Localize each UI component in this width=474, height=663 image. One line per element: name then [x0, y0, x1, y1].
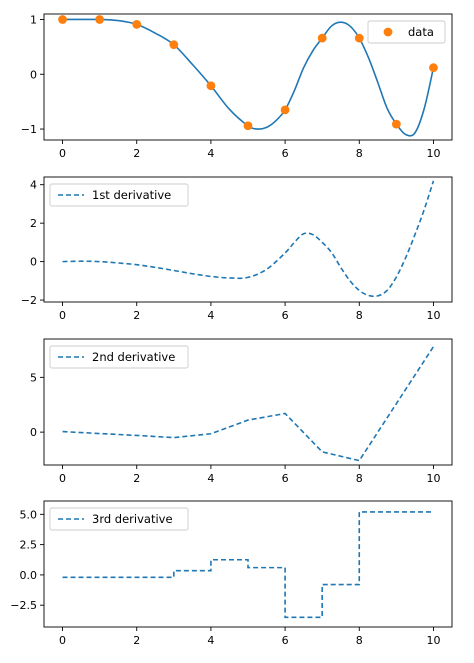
series-line	[62, 346, 435, 462]
legend-label: data	[408, 25, 434, 39]
subplot-3: 0 2 4 6 8 10 0 5 2nd derivative	[30, 338, 453, 485]
data-point	[132, 20, 142, 29]
x-tick-label: 10	[426, 634, 440, 647]
x-tick-label: 4	[207, 472, 214, 485]
x-tick-label: 2	[133, 472, 140, 485]
data-point	[169, 40, 179, 50]
plot-area	[58, 15, 438, 137]
x-tick-label: 8	[356, 472, 363, 485]
legend-label: 1st derivative	[92, 188, 171, 202]
data-point	[58, 15, 67, 24]
data-point	[95, 15, 105, 24]
legend-marker	[383, 27, 393, 37]
x-tick-label: 0	[59, 309, 66, 322]
subplot-1: 0 2 4 6 8 10 −1 0 1 data	[21, 13, 453, 160]
x-tick-label: 8	[356, 634, 363, 647]
legend: 1st derivative	[49, 183, 189, 207]
data-point	[243, 121, 253, 131]
x-tick-label: 8	[356, 309, 363, 322]
x-tick-label: 6	[282, 472, 289, 485]
x-tick-label: 2	[133, 147, 140, 160]
legend: 3rd derivative	[49, 507, 189, 531]
legend: data	[367, 20, 446, 44]
data-point	[354, 33, 364, 43]
data-point	[391, 119, 401, 129]
y-tick-label: −1	[21, 123, 37, 136]
legend-box	[367, 20, 446, 44]
y-tick-label: 5.0	[20, 508, 38, 521]
data-point	[317, 33, 327, 43]
y-tick-label: 1	[30, 13, 37, 26]
axes-frame	[43, 13, 453, 141]
series-line	[62, 180, 435, 298]
x-tick-label: 6	[282, 634, 289, 647]
data-point	[429, 63, 438, 73]
y-tick-label: 0.0	[20, 569, 38, 582]
x-tick-label: 10	[426, 309, 440, 322]
subplot-2: 0 2 4 6 8 10 −2 0 2 4 1st derivative	[21, 176, 453, 322]
axes-frame	[43, 500, 453, 628]
legend: 2nd derivative	[49, 345, 189, 369]
plot-area	[62, 511, 434, 619]
y-tick-label: 0	[30, 426, 37, 439]
x-tick-label: 6	[282, 147, 289, 160]
axes-frame	[43, 338, 453, 466]
x-tick-label: 4	[207, 634, 214, 647]
legend-box	[49, 183, 189, 207]
x-tick-label: 2	[133, 309, 140, 322]
plot-area	[62, 180, 435, 298]
plot-area	[62, 346, 435, 462]
data-point	[280, 105, 290, 115]
x-tick-label: 4	[207, 309, 214, 322]
y-tick-label: 4	[30, 179, 37, 192]
x-tick-label: 10	[426, 147, 440, 160]
x-tick-label: 2	[133, 634, 140, 647]
spline-curve	[62, 18, 435, 137]
x-tick-label: 10	[426, 472, 440, 485]
x-tick-label: 4	[207, 147, 214, 160]
legend-box	[49, 345, 189, 369]
y-tick-label: −2.5	[10, 599, 37, 612]
x-tick-label: 8	[356, 147, 363, 160]
y-tick-label: 2	[30, 217, 37, 230]
legend-box	[49, 507, 189, 531]
x-tick-label: 6	[282, 309, 289, 322]
y-tick-label: 2.5	[20, 539, 38, 552]
legend-label: 2nd derivative	[92, 350, 175, 364]
y-tick-label: 5	[30, 371, 37, 384]
x-tick-label: 0	[59, 147, 66, 160]
x-tick-label: 0	[59, 634, 66, 647]
y-tick-label: 0	[30, 68, 37, 81]
x-tick-label: 0	[59, 472, 66, 485]
data-point	[206, 81, 216, 91]
y-tick-label: −2	[21, 294, 37, 307]
y-tick-label: 0	[30, 256, 37, 269]
legend-label: 3rd derivative	[92, 512, 173, 526]
subplot-4: 0 2 4 6 8 10 −2.5 0.0 2.5 5.0 3rd derivative	[10, 500, 453, 647]
series-line	[62, 511, 434, 619]
axes-frame	[43, 176, 453, 303]
